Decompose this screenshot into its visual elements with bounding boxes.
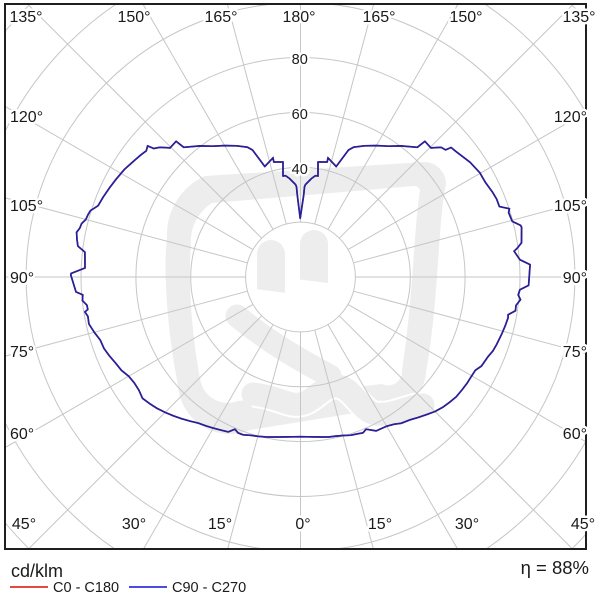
svg-text:165°: 165° (362, 9, 395, 26)
svg-text:135°: 135° (562, 9, 595, 26)
svg-text:90°: 90° (10, 270, 34, 287)
svg-text:150°: 150° (117, 9, 150, 26)
svg-text:15°: 15° (208, 516, 232, 533)
svg-text:105°: 105° (554, 198, 587, 215)
svg-text:30°: 30° (122, 516, 146, 533)
svg-text:30°: 30° (455, 516, 479, 533)
svg-text:C90 - C270: C90 - C270 (172, 580, 246, 596)
svg-text:15°: 15° (368, 516, 392, 533)
svg-text:60°: 60° (10, 426, 34, 443)
svg-text:80: 80 (292, 52, 308, 68)
svg-text:120°: 120° (10, 109, 43, 126)
svg-text:η = 88%: η = 88% (521, 557, 589, 578)
svg-text:75°: 75° (10, 344, 34, 361)
svg-text:150°: 150° (449, 9, 482, 26)
svg-text:120°: 120° (554, 109, 587, 126)
svg-text:60: 60 (292, 107, 308, 123)
svg-text:C0 - C180: C0 - C180 (53, 580, 119, 596)
svg-text:0°: 0° (295, 516, 310, 533)
svg-text:135°: 135° (9, 9, 42, 26)
svg-text:45°: 45° (571, 516, 595, 533)
svg-text:40: 40 (292, 162, 308, 178)
svg-text:90°: 90° (563, 270, 587, 287)
svg-text:165°: 165° (204, 9, 237, 26)
svg-text:cd/klm: cd/klm (11, 561, 63, 581)
svg-text:45°: 45° (12, 516, 36, 533)
svg-text:60°: 60° (563, 426, 587, 443)
svg-text:105°: 105° (10, 198, 43, 215)
svg-text:180°: 180° (282, 9, 315, 26)
svg-text:75°: 75° (563, 344, 587, 361)
